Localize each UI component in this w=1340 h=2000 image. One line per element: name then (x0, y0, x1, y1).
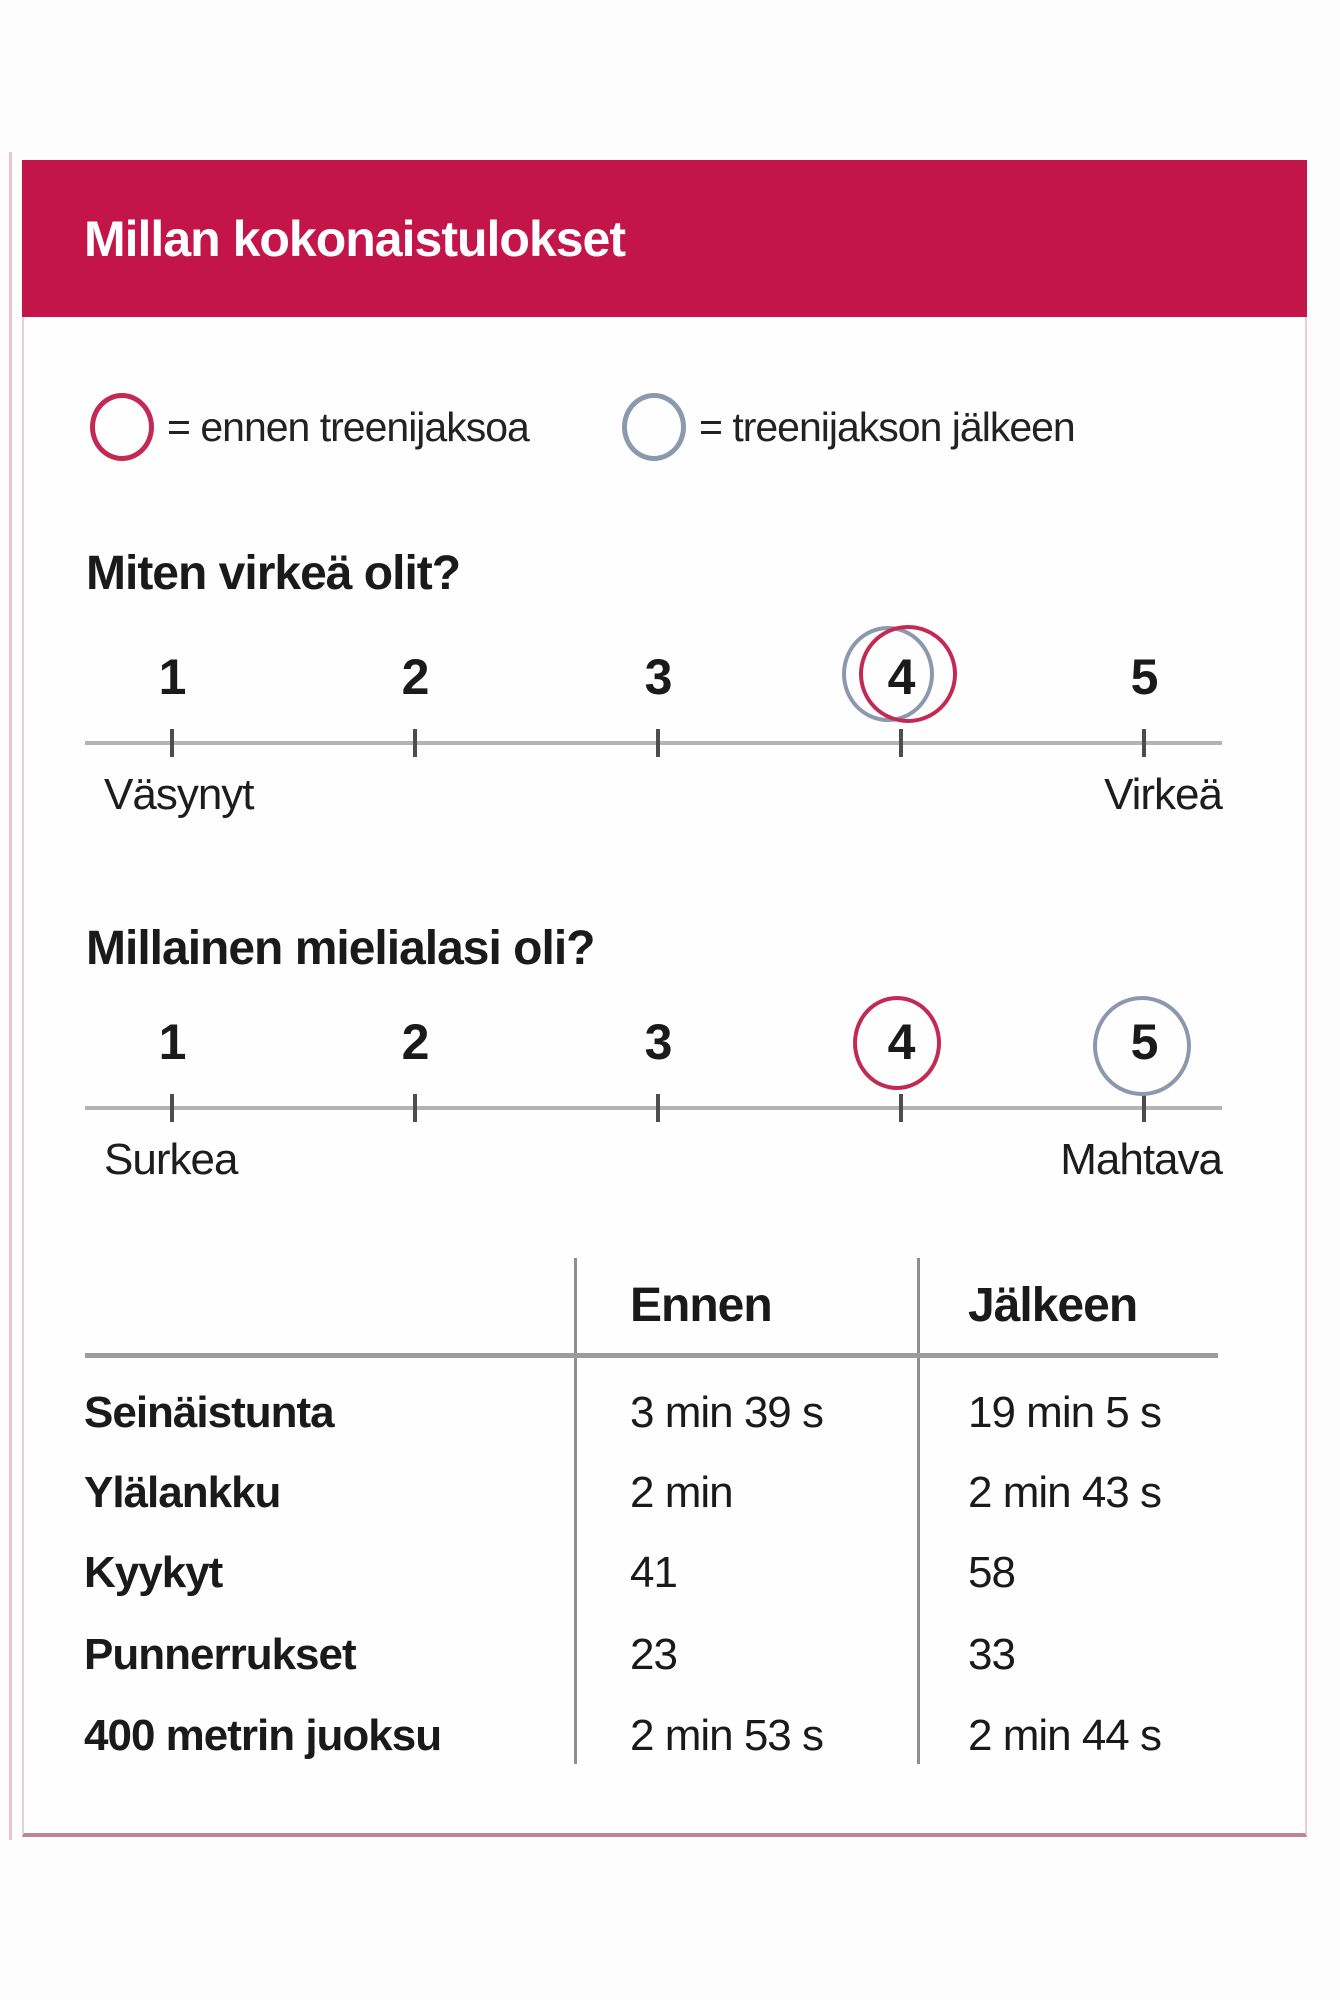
table-header-before: Ennen (630, 1279, 773, 1332)
table-row-label: Kyykyt (84, 1548, 223, 1597)
table-row-label: Seinäistunta (84, 1388, 335, 1437)
question-1-heading: Miten virkeä olit? (86, 547, 461, 600)
scale-number: 2 (401, 649, 430, 705)
scale-number: 1 (158, 649, 187, 705)
scale-tick (1142, 1094, 1146, 1122)
scale-tick (656, 1094, 660, 1122)
scale-min-label: Surkea (104, 1135, 238, 1184)
scale-number: 2 (401, 1014, 430, 1070)
scale-tick (413, 1094, 417, 1122)
legend-label-after: = treenijakson jälkeen (699, 403, 1076, 450)
table-cell-before: 23 (630, 1630, 678, 1679)
scale-tick (1142, 729, 1146, 757)
scale-number: 3 (644, 1014, 673, 1070)
table-row-label: 400 metrin juoksu (84, 1711, 442, 1760)
table-cell-before: 2 min 53 s (630, 1711, 824, 1760)
legend-item-after: = treenijakson jälkeen (622, 393, 1076, 461)
table-row-label: Punnerrukset (84, 1630, 357, 1679)
after-circle-icon (622, 393, 686, 461)
scale-max-label: Mahtava (1060, 1135, 1223, 1184)
legend-item-before: = ennen treenijaksoa (90, 393, 530, 461)
table-cell-after: 2 min 44 s (968, 1711, 1162, 1760)
table-cell-after: 2 min 43 s (968, 1468, 1162, 1517)
table-row-label: Ylälankku (84, 1468, 281, 1517)
table-header-rule (85, 1353, 1218, 1358)
table-cell-after: 58 (968, 1548, 1016, 1597)
scale-number: 3 (644, 649, 673, 705)
scale-min-label: Väsynyt (104, 770, 255, 819)
scale-max-label: Virkeä (1104, 770, 1223, 819)
table-column-divider (574, 1258, 577, 1764)
scale-number: 1 (158, 1014, 187, 1070)
scale-number: 5 (1130, 649, 1159, 705)
table-cell-before: 3 min 39 s (630, 1388, 824, 1437)
table-cell-after: 19 min 5 s (968, 1388, 1162, 1437)
before-marker-circle (859, 625, 957, 723)
table-cell-before: 41 (630, 1548, 678, 1597)
before-marker-circle (853, 996, 941, 1090)
scale-axis-line (85, 741, 1222, 745)
question-2-heading: Millainen mielialasi oli? (86, 922, 595, 975)
scale-tick (899, 1094, 903, 1122)
legend-label-before: = ennen treenijaksoa (167, 403, 530, 450)
page-title: Millan kokonaistulokset (84, 210, 626, 267)
before-circle-icon (90, 393, 154, 461)
table-header-after: Jälkeen (968, 1279, 1138, 1332)
scale-tick (413, 729, 417, 757)
scale-axis-line (85, 1106, 1222, 1110)
table-column-divider (917, 1258, 920, 1764)
scan-edge-artifact (9, 152, 12, 1840)
header-bar: Millan kokonaistulokset (22, 160, 1307, 317)
scale-tick (899, 729, 903, 757)
scale-tick (170, 729, 174, 757)
table-cell-after: 33 (968, 1630, 1016, 1679)
after-marker-circle (1093, 996, 1191, 1096)
table-cell-before: 2 min (630, 1468, 734, 1517)
scale-tick (656, 729, 660, 757)
scale-tick (170, 1094, 174, 1122)
